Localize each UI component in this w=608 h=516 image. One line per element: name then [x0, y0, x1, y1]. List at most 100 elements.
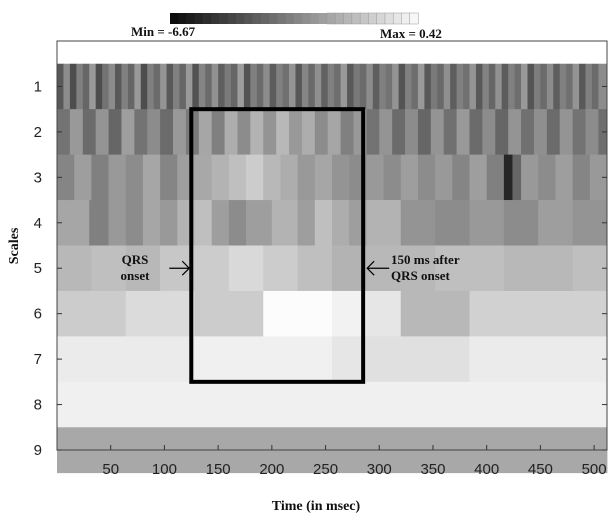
heatmap-cell — [147, 63, 155, 110]
heatmap-cell — [246, 154, 264, 201]
heatmap-cell — [482, 63, 490, 110]
heatmap-cell — [194, 290, 264, 337]
heatmap-cell — [89, 63, 97, 110]
colorbar-swatch — [384, 12, 394, 25]
heatmap-cell — [69, 63, 77, 110]
heatmap-cell — [400, 200, 436, 246]
heatmap-cell — [585, 63, 593, 110]
heatmap-cell — [263, 154, 281, 201]
heatmap-cell — [400, 154, 419, 201]
heatmap-cell — [379, 63, 387, 110]
heatmap-cell — [359, 63, 367, 110]
heatmap-cell — [192, 63, 200, 110]
heatmap-cell — [332, 200, 350, 246]
heatmap-cell — [469, 200, 505, 246]
colorbar-swatch — [409, 12, 419, 25]
heatmap-cell — [160, 109, 174, 156]
heatmap-cell — [108, 109, 122, 156]
heatmap-cell — [430, 63, 438, 110]
heatmap-cell — [383, 154, 402, 201]
heatmap-cell — [194, 245, 230, 292]
heatmap-cell — [108, 200, 127, 246]
colorbar-swatch — [236, 13, 245, 24]
y-tick-label: 8 — [34, 397, 42, 414]
heatmap-cell — [95, 63, 103, 110]
y-tick-label: 1 — [34, 78, 42, 95]
colorbar-swatch — [203, 13, 212, 24]
heatmap-cell — [572, 63, 580, 110]
heatmap-cell — [546, 63, 554, 110]
colorbar-swatch — [285, 13, 295, 24]
heatmap-cell — [456, 109, 470, 156]
x-tick-label: 50 — [102, 461, 119, 478]
colorbar-swatch — [244, 13, 253, 24]
heatmap-cell — [327, 63, 335, 110]
heatmap-cell — [443, 63, 451, 110]
colorbar-swatch — [368, 12, 378, 25]
heatmap-cell — [211, 63, 219, 110]
heatmap-cell — [579, 63, 586, 110]
heatmap-cell — [572, 245, 608, 292]
heatmap-cell — [173, 63, 180, 110]
heatmap-cell — [57, 290, 127, 337]
x-tick-label: 450 — [528, 461, 553, 478]
heatmap-cell — [546, 109, 561, 156]
heatmap-cell — [140, 63, 148, 110]
heatmap-cell — [276, 109, 290, 156]
heatmap-cell — [332, 336, 367, 383]
heatmap-cell — [334, 63, 341, 110]
heatmap-cell — [243, 63, 251, 110]
heatmap-cell — [366, 154, 384, 201]
heatmap-cell — [276, 63, 283, 110]
heatmap-cell — [297, 245, 333, 292]
heatmap-cell — [125, 200, 144, 246]
heatmap-cell — [121, 109, 135, 156]
heatmap-cell — [166, 63, 174, 110]
heatmap-cell — [301, 63, 309, 110]
heatmap-cell — [194, 336, 333, 383]
heatmap-cell — [160, 200, 178, 246]
colorbar-swatch — [269, 13, 278, 24]
heatmap-cell — [314, 200, 333, 246]
y-tick-label: 4 — [34, 215, 42, 232]
heatmap-cell — [314, 109, 329, 156]
heatmap-cell — [398, 63, 406, 110]
heatmap-cell — [332, 290, 367, 337]
x-tick-labels: 50 100 150 200 250 300 350 400 450 500 — [102, 445, 607, 478]
heatmap-cell — [405, 109, 419, 156]
heatmap-cell — [147, 109, 161, 156]
heatmap-cell — [231, 63, 238, 110]
heatmap-cell — [400, 290, 470, 337]
heatmap-cell — [91, 245, 127, 292]
heatmap-cell — [91, 154, 109, 201]
heatmap-cell — [521, 154, 539, 201]
colorbar-swatch — [194, 13, 204, 24]
heatmap-cell — [82, 109, 97, 156]
heatmap-cell — [411, 63, 419, 110]
heatmap-cell — [430, 109, 445, 156]
colorbar-swatch — [219, 13, 229, 24]
heatmap-cell — [228, 154, 247, 201]
colorbar-swatch — [178, 13, 187, 24]
heatmap-cell — [405, 63, 412, 110]
y-tick-label: 9 — [34, 442, 42, 459]
colorbar-swatch — [277, 13, 287, 24]
colorbar-min-label: Min = -6.67 — [131, 24, 196, 39]
heatmap-cell — [297, 200, 316, 246]
heatmap-cell — [160, 154, 178, 201]
heatmap-cell — [250, 109, 264, 156]
heatmap-cell — [482, 109, 496, 156]
heatmap-cell — [194, 200, 213, 246]
heatmap-cell — [237, 109, 251, 156]
heatmap-cell — [503, 154, 513, 201]
heatmap-cell — [142, 200, 161, 246]
heatmap-cell — [185, 63, 193, 110]
heatmap-cell — [443, 109, 458, 156]
x-tick-label: 250 — [313, 461, 338, 478]
colorbar-swatch — [376, 12, 386, 25]
heatmap-cells — [57, 63, 608, 474]
heatmap-cell — [435, 154, 453, 201]
post-qrs-label: 150 ms after — [391, 252, 460, 267]
heatmap-cell — [160, 63, 167, 110]
colorbar-swatch — [302, 13, 311, 24]
